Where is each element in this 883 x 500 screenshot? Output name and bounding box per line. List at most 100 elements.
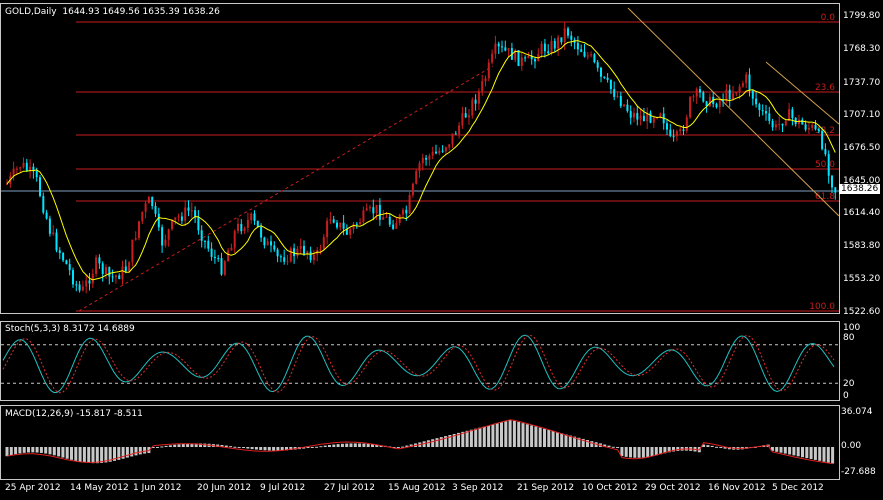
macd-histogram-bar (586, 440, 589, 447)
candle-body (141, 211, 144, 222)
candle-body (345, 228, 348, 235)
macd-histogram-bar (229, 446, 233, 448)
candle-body (395, 222, 398, 229)
macd-pane[interactable]: MACD(12,26,9) -15.817 -8.511 (0, 405, 840, 480)
macd-histogram-bar (336, 444, 340, 447)
macd-histogram-bar (620, 447, 624, 457)
price-chart-canvas[interactable]: 0.0 23.6 38.2 50.0 61.8 100.0 (1, 4, 839, 313)
macd-histogram-bar (491, 424, 495, 447)
macd-histogram-bar (375, 444, 379, 447)
stochastic-canvas[interactable] (1, 322, 839, 400)
macd-histogram-bar (371, 444, 374, 447)
macd-canvas[interactable] (1, 406, 839, 479)
trend-channel-line (765, 61, 839, 125)
candle-body (715, 104, 718, 108)
candle-body (388, 216, 391, 225)
date-tick-label: 1 Jun 2012 (133, 483, 182, 493)
macd-histogram-bar (538, 427, 542, 447)
macd-histogram-bar (805, 447, 809, 459)
candle-body (765, 111, 767, 114)
candle-body (372, 207, 375, 214)
chart-header: GOLD,Daily 1644.93 1649.56 1635.39 1638.… (5, 7, 220, 17)
candle-body (174, 217, 177, 220)
macd-histogram-bar (216, 444, 220, 447)
candle-body (583, 51, 586, 57)
date-tick-label: 21 Sep 2012 (517, 483, 575, 493)
price-chart-pane[interactable]: 0.0 23.6 38.2 50.0 61.8 100.0 GOLD,Daily 1644… (0, 3, 840, 314)
macd-histogram-bar (104, 447, 108, 463)
candle-body (788, 109, 791, 121)
candle-body (682, 129, 685, 131)
candle-body (359, 222, 362, 225)
candle-body (29, 166, 32, 171)
stochastic-pane[interactable]: Stoch(5,3,3) 8.3172 14.6889 (0, 321, 840, 401)
candle-body (253, 213, 256, 221)
candle-body (527, 55, 530, 59)
candle-body (451, 133, 454, 145)
candle-body (200, 230, 203, 241)
candle-body (128, 262, 131, 272)
candle-body (266, 241, 269, 246)
date-tick-label: 9 Jul 2012 (260, 483, 306, 493)
candle-body (138, 221, 140, 239)
macd-histogram-bar (117, 447, 121, 460)
macd-histogram-bar (534, 426, 538, 447)
candle-body (362, 210, 365, 223)
candle-body (435, 151, 437, 154)
candle-body (398, 214, 401, 223)
candle-body (428, 155, 431, 160)
candle-body (72, 270, 74, 285)
macd-histogram-bar (469, 429, 473, 447)
candle-body (197, 217, 200, 231)
price-tick-label: 1553.20 (843, 274, 881, 284)
candle-body (12, 168, 15, 176)
candle-body (768, 113, 771, 121)
macd-histogram-bar (319, 446, 323, 448)
candle-body (329, 219, 332, 221)
candle-body (811, 124, 814, 128)
candle-body (801, 119, 804, 125)
macd-histogram-bar (512, 420, 516, 447)
candle-body (824, 149, 827, 155)
candle-body (699, 89, 701, 93)
candle-body (603, 76, 606, 78)
candle-body (481, 81, 484, 92)
candle-body (438, 150, 441, 154)
macd-histogram-bar (607, 445, 611, 447)
candle-body (250, 213, 253, 220)
candle-body (418, 163, 421, 172)
macd-histogram-bar (401, 446, 405, 448)
candle-body (685, 117, 688, 131)
price-tick-label: 1583.80 (843, 241, 881, 251)
macd-histogram-bar (39, 447, 43, 453)
candle-body (613, 89, 616, 97)
candle-body (349, 229, 352, 235)
macd-histogram-bar (577, 437, 581, 447)
macd-histogram-bar (332, 444, 336, 447)
macd-histogram-bar (44, 447, 48, 454)
candle-body (263, 237, 266, 246)
candle-body (497, 43, 500, 47)
macd-histogram-bar (616, 447, 620, 448)
candle-body (180, 216, 183, 221)
macd-histogram-bar (9, 447, 13, 456)
candle-body (339, 222, 342, 228)
candle-body (52, 232, 55, 234)
macd-histogram-bar (788, 447, 792, 455)
candle-body (78, 284, 81, 291)
candle-body (39, 177, 41, 197)
candle-body (65, 260, 68, 265)
fibonacci-level-label: 61.8 (815, 192, 835, 202)
candle-body (784, 120, 787, 126)
price-tick-label: 1799.80 (843, 11, 881, 21)
candle-body (725, 89, 728, 102)
candle-body (260, 226, 263, 238)
candle-body (642, 115, 645, 122)
macd-histogram-bar (457, 432, 460, 447)
candle-body (705, 101, 708, 107)
candle-body (88, 280, 91, 284)
stochastic-signal-line (2, 334, 835, 394)
candle-body (171, 219, 173, 230)
candle-body (728, 89, 731, 100)
macd-histogram-bar (121, 447, 125, 459)
